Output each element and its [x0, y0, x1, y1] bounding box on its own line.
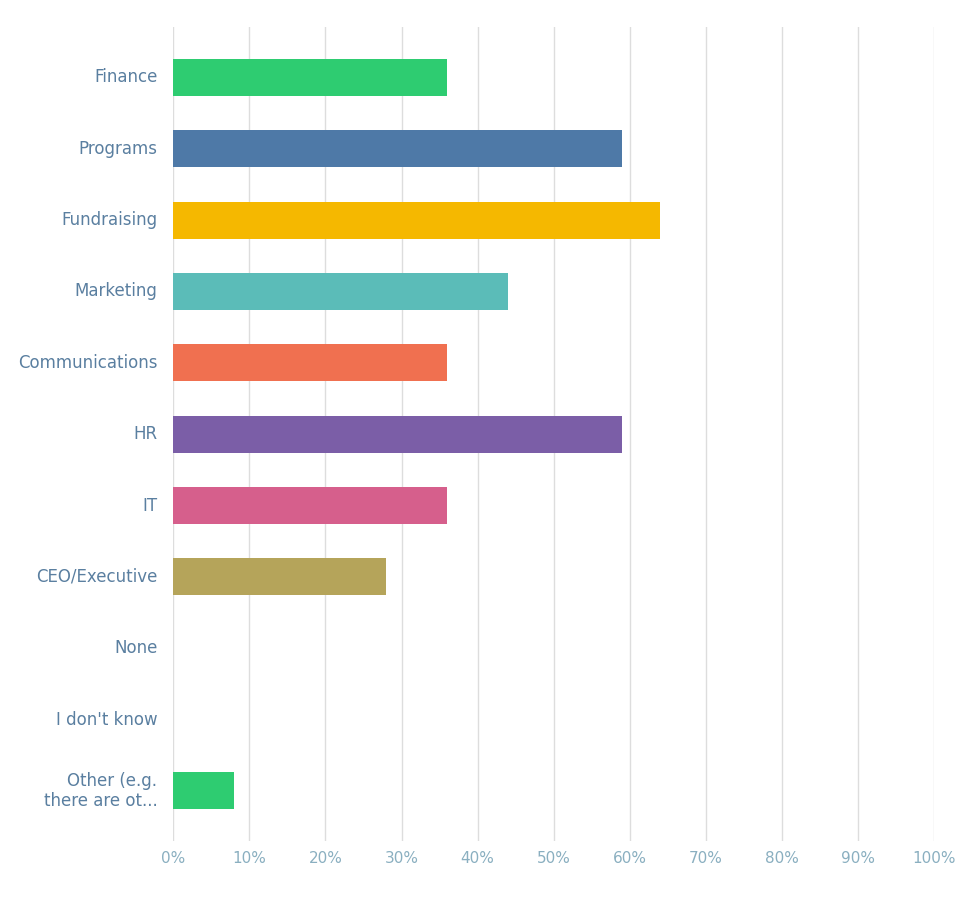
Bar — [173, 58, 447, 96]
Bar — [173, 201, 661, 239]
Bar — [173, 772, 234, 810]
Bar — [173, 273, 508, 310]
Bar — [173, 130, 622, 167]
Bar — [173, 487, 447, 524]
Bar — [173, 558, 386, 595]
Bar — [173, 345, 447, 381]
Bar — [173, 416, 622, 452]
